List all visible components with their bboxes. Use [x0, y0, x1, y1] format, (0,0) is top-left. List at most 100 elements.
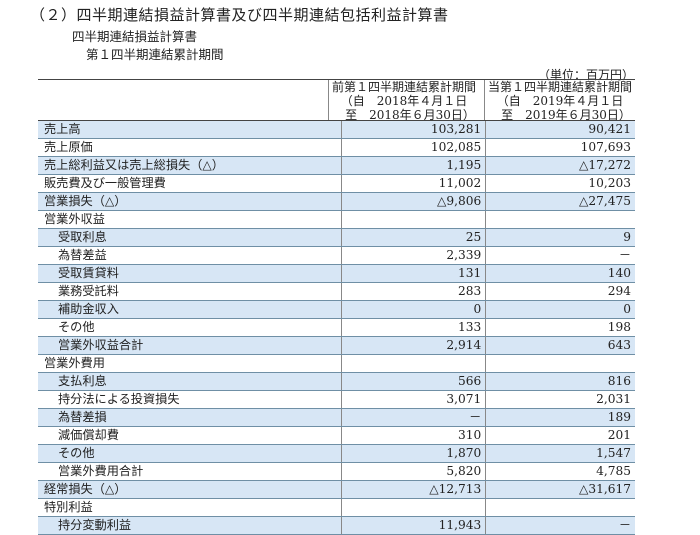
row-label: その他 [38, 444, 342, 463]
prev-period-value: 133 [341, 318, 486, 337]
curr-period-value: 4,785 [485, 462, 635, 481]
curr-period-value [485, 498, 635, 517]
row-label: 経常損失（△） [38, 480, 342, 499]
prev-period-value: － [341, 408, 486, 427]
table-row: 受取賃貸料 131 140 [38, 264, 635, 283]
row-label: 特別利益 [38, 498, 342, 517]
prev-period-value [341, 210, 486, 229]
curr-period-value: 9 [485, 228, 635, 247]
prev-period-value: 25 [341, 228, 486, 247]
table-row: 売上総利益又は売上総損失（△） 1,195 △17,272 [38, 156, 635, 175]
table-row: 持分法による投資損失 3,071 2,031 [38, 390, 635, 409]
row-label: 減価償却費 [38, 426, 342, 445]
unit-label: （単位：百万円） [537, 68, 634, 82]
curr-period-value: 1,547 [485, 444, 635, 463]
curr-period-value: 90,421 [485, 121, 635, 139]
curr-period-value: △17,272 [485, 156, 635, 175]
table-row: 営業外費用合計 5,820 4,785 [38, 462, 635, 481]
column-header-curr: 当第１四半期連結累計期間 （自 2019年４月１日 至 2019年６月30日） [485, 80, 635, 122]
curr-period-value: 107,693 [485, 138, 635, 157]
period-subtitle: 第１四半期連結累計期間 [86, 47, 224, 62]
table-row: 売上高 103,281 90,421 [38, 121, 635, 139]
curr-period-value [485, 210, 635, 229]
column-header-prev: 前第１四半期連結累計期間 （自 2018年４月１日 至 2018年６月30日） [329, 80, 479, 122]
prev-period-value: 2,914 [341, 336, 486, 355]
prev-period-value [341, 354, 486, 373]
header-rule [38, 79, 635, 80]
prev-period-value: △12,713 [341, 480, 486, 499]
table-row: 経常損失（△） △12,713 △31,617 [38, 480, 635, 499]
row-label: 営業損失（△） [38, 192, 342, 211]
income-statement-table: 売上高 103,281 90,421 売上原価 102,085 107,693 売上総利益又… [38, 121, 635, 535]
prev-period-value: 566 [341, 372, 486, 391]
row-label: 受取利息 [38, 228, 342, 247]
prev-period-value: 283 [341, 282, 486, 301]
table-row: 持分変動利益 11,943 － [38, 516, 635, 535]
prev-period-value: △9,806 [341, 192, 486, 211]
curr-period-value: 294 [485, 282, 635, 301]
table-row: その他 133 198 [38, 318, 635, 337]
prev-period-value: 103,281 [341, 121, 486, 139]
column-header-curr-line: 当第１四半期連結累計期間 [487, 80, 632, 94]
table-row: 業務受託料 283 294 [38, 282, 635, 301]
curr-period-value: 2,031 [485, 390, 635, 409]
table-row: 営業外収益合計 2,914 643 [38, 336, 635, 355]
prev-period-value: 0 [341, 300, 486, 319]
curr-period-value: － [485, 516, 635, 535]
table-row: 営業損失（△） △9,806 △27,475 [38, 192, 635, 211]
table-row: 営業外費用 [38, 354, 635, 373]
row-label: 売上総利益又は売上総損失（△） [38, 156, 342, 175]
row-label: 為替差損 [38, 408, 342, 427]
row-label: 営業外費用合計 [38, 462, 342, 481]
table-top-rule [38, 120, 635, 121]
curr-period-value: 201 [485, 426, 635, 445]
row-label: その他 [38, 318, 342, 337]
prev-period-value: 5,820 [341, 462, 486, 481]
table-row: 為替差損－ 189 [38, 408, 635, 427]
row-label: 業務受託料 [38, 282, 342, 301]
column-divider [328, 80, 329, 120]
table-row: 販売費及び一般管理費 11,002 10,203 [38, 174, 635, 193]
column-header-prev-line: 前第１四半期連結累計期間 [331, 80, 476, 94]
row-label: 支払利息 [38, 372, 342, 391]
row-label: 補助金収入 [38, 300, 342, 319]
statement-subtitle: 四半期連結損益計算書 [72, 29, 198, 44]
table-row: 減価償却費 310 201 [38, 426, 635, 445]
row-label: 受取賃貸料 [38, 264, 342, 283]
table-row: 為替差益 2,339 － [38, 246, 635, 265]
prev-period-value: 1,195 [341, 156, 486, 175]
prev-period-value: 11,943 [341, 516, 486, 535]
curr-period-value: 10,203 [485, 174, 635, 193]
curr-period-value: △27,475 [485, 192, 635, 211]
column-header-prev-line: （自 2018年４月１日 [340, 94, 468, 108]
curr-period-value: － [485, 246, 635, 265]
table-row: 受取利息 25 9 [38, 228, 635, 247]
table-row: 営業外収益 [38, 210, 635, 229]
curr-period-value: 140 [485, 264, 635, 283]
table-row: 支払利息 566 816 [38, 372, 635, 391]
row-label: 販売費及び一般管理費 [38, 174, 342, 193]
prev-period-value: 1,870 [341, 444, 486, 463]
curr-period-value: 643 [485, 336, 635, 355]
row-label: 営業外収益 [38, 210, 342, 229]
column-divider [484, 80, 485, 120]
row-label: 持分法による投資損失 [38, 390, 342, 409]
prev-period-value: 310 [341, 426, 486, 445]
row-label: 持分変動利益 [38, 516, 342, 535]
table-row: その他 1,870 1,547 [38, 444, 635, 463]
prev-period-value: 2,339 [341, 246, 486, 265]
column-header-prev-line: 至 2018年６月30日） [333, 108, 475, 122]
curr-period-value: 816 [485, 372, 635, 391]
row-label: 売上高 [38, 121, 342, 139]
row-label: 売上原価 [38, 138, 342, 157]
prev-period-value: 131 [341, 264, 486, 283]
column-header-curr-line: （自 2019年４月１日 [496, 94, 624, 108]
curr-period-value: △31,617 [485, 480, 635, 499]
prev-period-value: 102,085 [341, 138, 486, 157]
curr-period-value [485, 354, 635, 373]
prev-period-value: 11,002 [341, 174, 486, 193]
curr-period-value: 189 [485, 408, 635, 427]
column-header-curr-line: 至 2019年６月30日） [489, 108, 631, 122]
curr-period-value: 198 [485, 318, 635, 337]
row-label: 為替差益 [38, 246, 342, 265]
